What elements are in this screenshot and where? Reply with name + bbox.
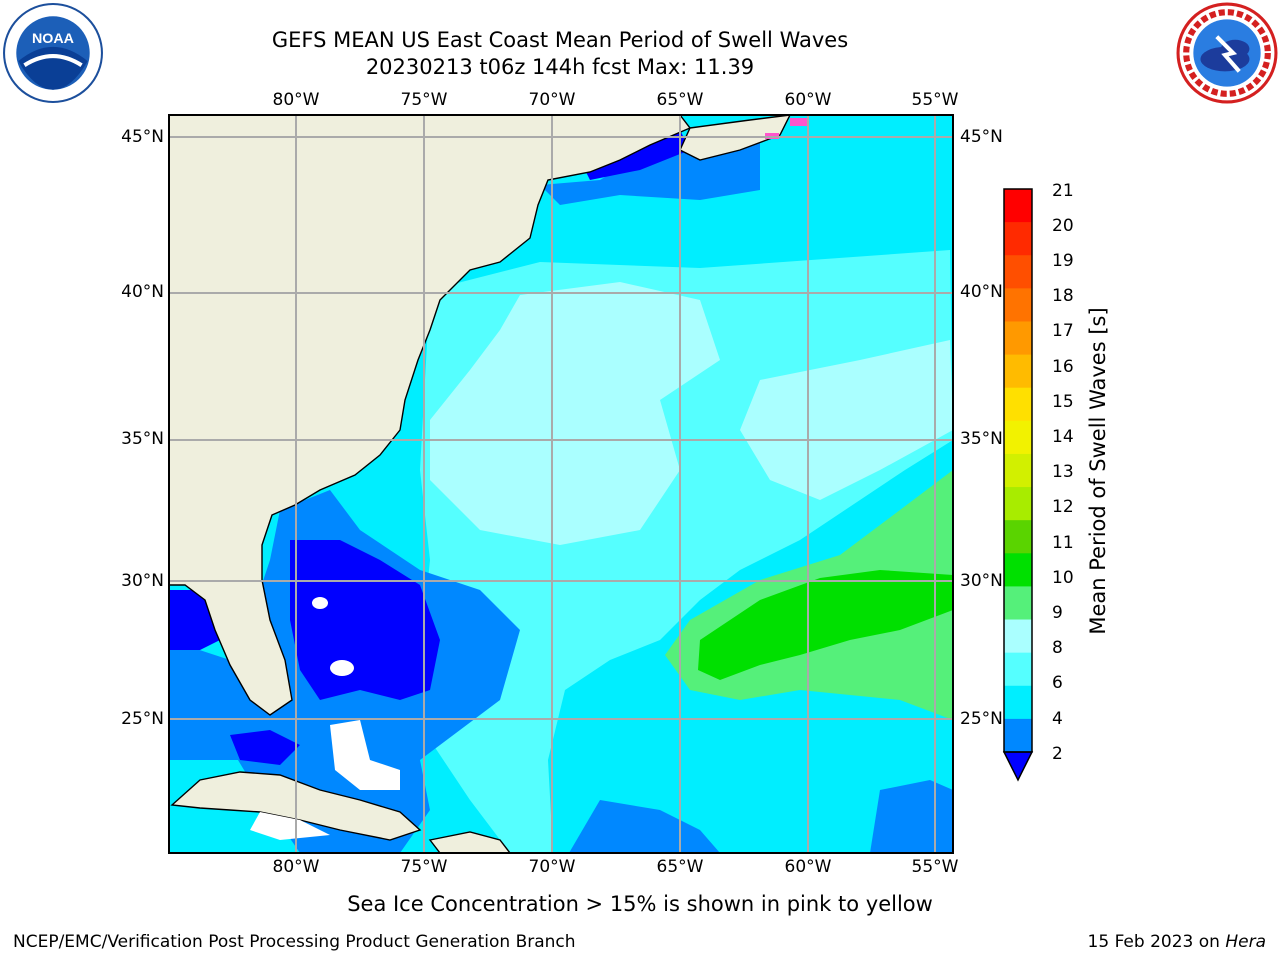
lon-label-bottom: 70°W (528, 857, 576, 877)
lat-label-left: 25°N (121, 709, 164, 729)
lat-label-left: 40°N (121, 282, 164, 302)
colorbar-label: 11 (1052, 533, 1074, 553)
lon-label-top: 80°W (272, 90, 320, 110)
swell-region-8-9s (740, 340, 953, 500)
colorbar-label: 2 (1052, 744, 1063, 764)
map-plot-area (169, 115, 953, 853)
colorbar-segment (1004, 586, 1032, 621)
colorbar-segment (1004, 487, 1032, 521)
lat-label-right: 45°N (960, 127, 1003, 147)
lon-label-top: 75°W (400, 90, 448, 110)
lat-label-left: 45°N (121, 127, 164, 147)
noaa-logo: NOAA (3, 3, 103, 103)
noaa-logo-text: NOAA (32, 31, 74, 47)
graticule (169, 115, 953, 853)
swell-region-4-6s (169, 640, 280, 760)
lon-label-top: 60°W (784, 90, 832, 110)
lon-label-top: 65°W (656, 90, 704, 110)
lon-label-bottom: 60°W (784, 857, 832, 877)
colorbar-label: 14 (1052, 427, 1074, 447)
colorbar-segment (1004, 652, 1032, 687)
nws-logo (1176, 2, 1278, 104)
chart-subtitle: 20230213 t06z 144h fcst Max: 11.39 (365, 55, 755, 79)
swell-region-2-4s (580, 130, 690, 180)
colorbar-frame (1003, 188, 1033, 753)
colorbar-label: 13 (1052, 462, 1074, 482)
colorbar-segment (1004, 718, 1032, 753)
sea-ice-patch (790, 118, 808, 126)
colorbar-segment (1004, 453, 1032, 488)
lon-label-bottom: 80°W (272, 857, 320, 877)
colorbar-segment (1004, 288, 1032, 322)
colorbar-segment (1004, 619, 1032, 654)
colorbar-extension (1002, 751, 1034, 782)
swell-region-10-11s (698, 570, 953, 680)
colorbar-label: 20 (1052, 216, 1074, 236)
colorbar-segment (1004, 321, 1032, 356)
colorbar-label: 16 (1052, 357, 1074, 377)
colorbar-label: 21 (1052, 181, 1074, 201)
lon-label-bottom: 65°W (656, 857, 704, 877)
no-data-spot (330, 660, 354, 676)
colorbar-label: 10 (1052, 568, 1074, 588)
lon-label-bottom: 55°W (911, 857, 959, 877)
colorbar-label: 6 (1052, 673, 1063, 693)
map-frame (168, 114, 954, 854)
colorbar-segment (1004, 553, 1032, 587)
land-hispaniola (428, 831, 511, 853)
swell-region-4-6s (870, 780, 953, 853)
footer-date: 15 Feb 2023 on Hera (1088, 932, 1266, 952)
lat-label-right: 25°N (960, 709, 1003, 729)
lat-label-left: 35°N (121, 429, 164, 449)
colorbar-segment (1004, 520, 1032, 554)
colorbar-label: 18 (1052, 286, 1074, 306)
lon-label-top: 70°W (528, 90, 576, 110)
sea-ice-caption: Sea Ice Concentration > 15% is shown in … (347, 892, 933, 916)
swell-region-8-9s (430, 282, 720, 545)
lat-label-right: 40°N (960, 282, 1003, 302)
swell-region-2-4s (230, 730, 300, 765)
colorbar-segment (1004, 255, 1032, 289)
colorbar-label: 4 (1052, 709, 1063, 729)
lon-label-top: 55°W (911, 90, 959, 110)
lat-label-left: 30°N (121, 571, 164, 591)
chart-title: GEFS MEAN US East Coast Mean Period of S… (271, 28, 849, 52)
lat-label-right: 35°N (960, 429, 1003, 449)
colorbar-segment (1004, 354, 1032, 389)
colorbar-label: 9 (1052, 603, 1063, 623)
colorbar (1002, 189, 1034, 782)
no-data-spot (312, 597, 328, 609)
colorbar-segment (1004, 189, 1032, 223)
colorbar-title: Mean Period of Swell Waves [s] (1086, 307, 1110, 635)
lat-label-right: 30°N (960, 571, 1003, 591)
colorbar-label: 12 (1052, 497, 1074, 517)
colorbar-segment (1004, 685, 1032, 720)
colorbar-label: 17 (1052, 321, 1074, 341)
footer-date-text: 15 Feb 2023 on (1087, 932, 1226, 952)
footer-credit: NCEP/EMC/Verification Post Processing Pr… (13, 932, 576, 952)
colorbar-segment (1004, 222, 1032, 256)
colorbar-label: 19 (1052, 251, 1074, 271)
no-data-caribbean (250, 812, 330, 840)
colorbar-segment (1004, 420, 1032, 455)
colorbar-label: 8 (1052, 638, 1063, 658)
footer-host: Hera (1225, 932, 1266, 952)
no-data-bahamas (330, 720, 400, 790)
colorbar-segment (1004, 387, 1032, 422)
swell-region-4-6s (569, 800, 720, 853)
colorbar-label: 15 (1052, 392, 1074, 412)
lon-label-bottom: 75°W (400, 857, 448, 877)
land-north-america (169, 115, 692, 716)
